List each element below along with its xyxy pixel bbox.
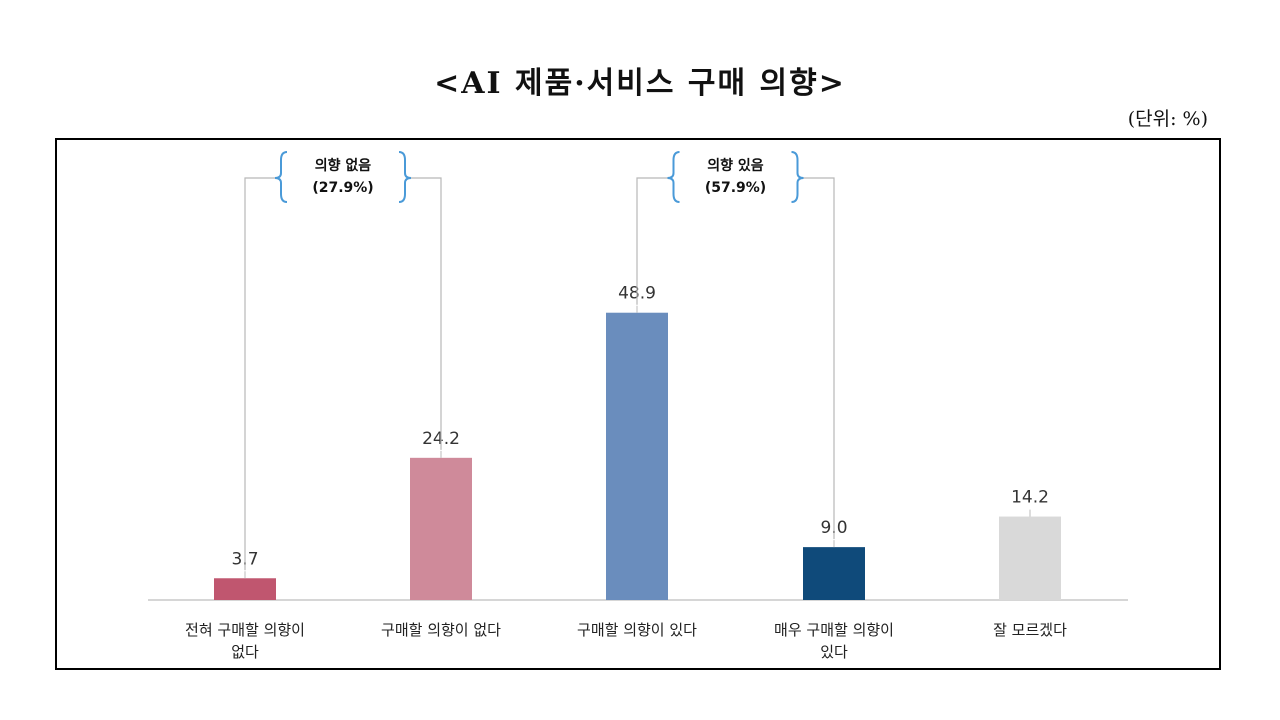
group-1-brace-left <box>274 151 288 203</box>
category-label-3: 구매할 의향이 있다 <box>577 621 697 639</box>
bar-2 <box>410 457 472 600</box>
group-1-connector-right <box>409 177 442 450</box>
bar-5 <box>999 516 1061 600</box>
bar-1 <box>214 578 276 600</box>
unit-note: (단위: %) <box>1127 108 1208 130</box>
group-2-connector-left <box>636 177 670 305</box>
group-2-brace-right <box>791 151 804 203</box>
group-2-brace-left <box>667 151 680 203</box>
category-label-4-line-1: 매우 구매할 의향이 <box>774 621 894 639</box>
chart-title: <AI 제품·서비스 구매 의향> <box>434 66 846 101</box>
category-label-4-line-2: 있다 <box>820 643 848 661</box>
category-label-2: 구매할 의향이 없다 <box>381 621 501 639</box>
group-1-connector-left <box>244 177 277 571</box>
chart-frame <box>55 138 1221 670</box>
bar-3 <box>606 312 668 600</box>
group-2-connector-right <box>801 177 835 540</box>
group-1-label-line-2: (27.9%) <box>312 180 373 196</box>
bar-4 <box>803 547 865 600</box>
category-label-1-line-2: 없다 <box>231 643 259 661</box>
group-2-label-line-2: (57.9%) <box>705 180 766 196</box>
group-1-label-line-1: 의향 없음 <box>315 157 372 174</box>
category-label-1-line-1: 전혀 구매할 의향이 <box>185 621 305 639</box>
group-1-brace-right <box>398 151 412 203</box>
data-label-5: 14.2 <box>1011 488 1049 508</box>
group-2-label-line-1: 의향 있음 <box>707 157 764 174</box>
category-label-5: 잘 모르겠다 <box>993 621 1067 639</box>
